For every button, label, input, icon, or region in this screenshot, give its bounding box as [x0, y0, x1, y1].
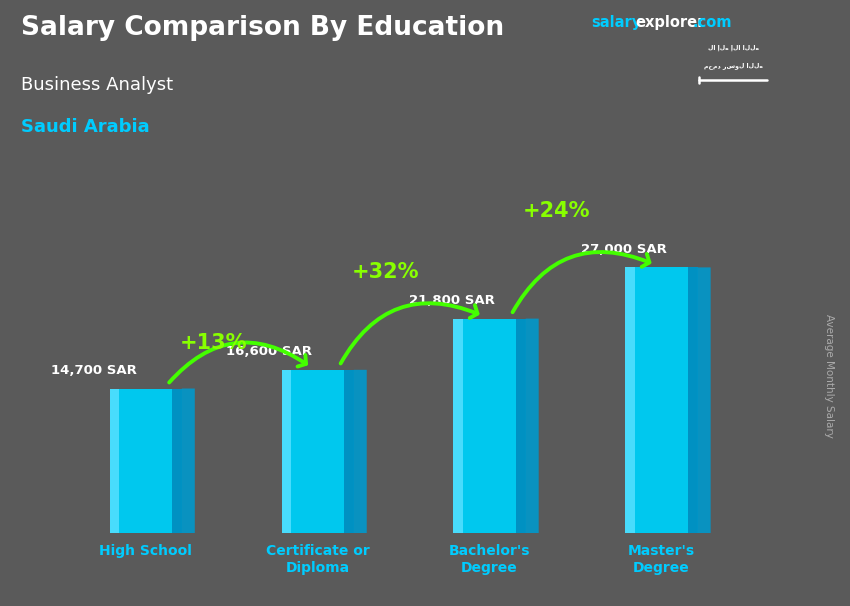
Text: Average Monthly Salary: Average Monthly Salary — [824, 314, 834, 438]
Polygon shape — [453, 319, 463, 533]
Text: 16,600 SAR: 16,600 SAR — [226, 345, 313, 358]
Polygon shape — [626, 267, 635, 533]
Polygon shape — [525, 319, 539, 533]
Text: Business Analyst: Business Analyst — [21, 76, 173, 94]
Text: +13%: +13% — [179, 333, 246, 353]
Text: 14,700 SAR: 14,700 SAR — [51, 364, 137, 377]
Polygon shape — [281, 370, 354, 533]
Polygon shape — [281, 370, 291, 533]
Text: .com: .com — [693, 15, 732, 30]
Text: محمد رسول الله: محمد رسول الله — [704, 62, 762, 68]
Text: salary: salary — [591, 15, 641, 30]
Polygon shape — [698, 267, 711, 533]
Polygon shape — [344, 370, 354, 533]
Text: لا إله إلا الله: لا إله إلا الله — [707, 45, 759, 51]
Polygon shape — [110, 388, 119, 533]
Polygon shape — [626, 267, 698, 533]
Polygon shape — [110, 388, 182, 533]
Polygon shape — [688, 267, 698, 533]
Polygon shape — [182, 388, 195, 533]
Polygon shape — [173, 388, 182, 533]
Text: 27,000 SAR: 27,000 SAR — [581, 242, 666, 256]
Text: +32%: +32% — [351, 262, 419, 282]
Text: 21,800 SAR: 21,800 SAR — [409, 294, 495, 307]
Polygon shape — [516, 319, 525, 533]
Polygon shape — [453, 319, 525, 533]
Text: Salary Comparison By Education: Salary Comparison By Education — [21, 15, 504, 41]
Text: explorer: explorer — [636, 15, 705, 30]
Text: Saudi Arabia: Saudi Arabia — [21, 118, 150, 136]
Text: +24%: +24% — [524, 201, 591, 221]
Polygon shape — [354, 370, 366, 533]
